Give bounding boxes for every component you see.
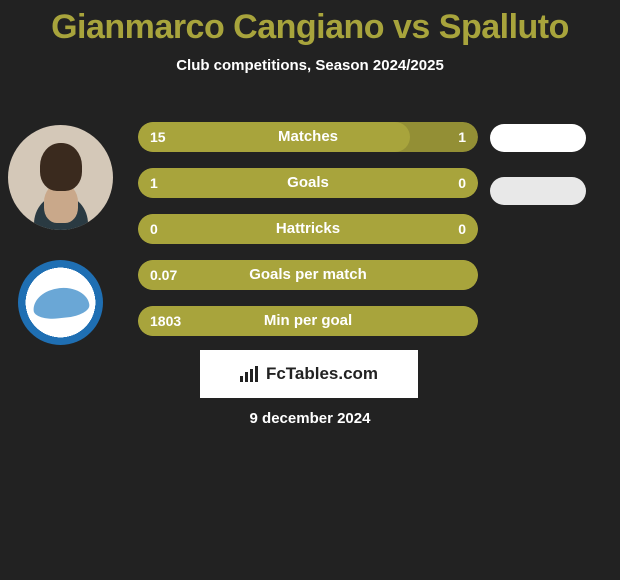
brand-text: FcTables.com <box>266 364 378 384</box>
stat-rows: 15 Matches 1 1 Goals 0 0 Hattricks 0 0.0… <box>138 122 478 352</box>
stat-row: 1 Goals 0 <box>138 168 478 198</box>
stat-right-value: 0 <box>458 214 466 244</box>
stat-label: Goals per match <box>138 260 478 290</box>
stat-row: 1803 Min per goal <box>138 306 478 336</box>
stat-row: 15 Matches 1 <box>138 122 478 152</box>
stat-row: 0 Hattricks 0 <box>138 214 478 244</box>
stat-label: Min per goal <box>138 306 478 336</box>
chart-icon <box>240 366 260 382</box>
player2-pill <box>490 124 586 152</box>
stat-row: 0.07 Goals per match <box>138 260 478 290</box>
stat-label: Hattricks <box>138 214 478 244</box>
brand-watermark: FcTables.com <box>200 350 418 398</box>
player1-avatar <box>8 125 113 230</box>
stat-right-value: 1 <box>458 122 466 152</box>
snapshot-date: 9 december 2024 <box>0 410 620 427</box>
stat-label: Goals <box>138 168 478 198</box>
comparison-subtitle: Club competitions, Season 2024/2025 <box>0 57 620 74</box>
player2-pill <box>490 177 586 205</box>
stat-right-value: 0 <box>458 168 466 198</box>
player1-club-badge <box>18 260 103 345</box>
stat-label: Matches <box>138 122 478 152</box>
comparison-title: Gianmarco Cangiano vs Spalluto <box>0 0 620 47</box>
